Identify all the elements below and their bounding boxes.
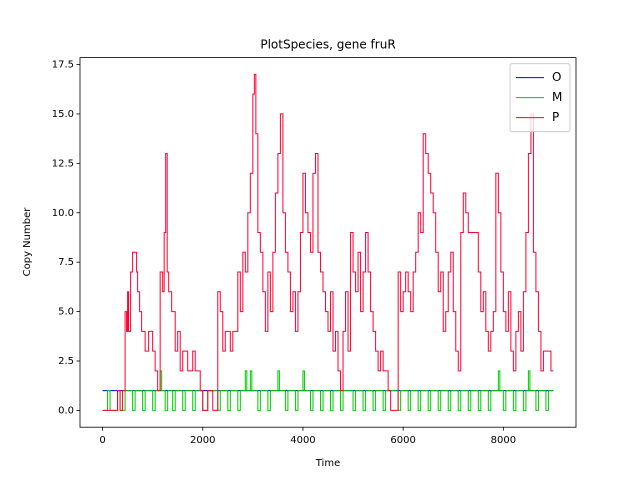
- y-tick-label: 15.0: [52, 109, 74, 120]
- x-tick-label: 0: [99, 435, 105, 446]
- x-tick-label: 2000: [190, 435, 215, 446]
- x-tick-label: 6000: [390, 435, 415, 446]
- chart-title: PlotSpecies, gene fruR: [260, 38, 395, 52]
- y-tick-label: 5.0: [58, 307, 74, 318]
- x-axis-label: Time: [315, 458, 340, 469]
- series-line: [102, 370, 554, 411]
- y-tick-label: 7.5: [58, 257, 74, 268]
- y-tick-label: 10.0: [52, 208, 74, 219]
- y-tick-label: 17.5: [52, 60, 74, 71]
- series-line: [102, 73, 554, 411]
- y-tick-label: 0.0: [58, 405, 74, 416]
- x-tick-label: 4000: [290, 435, 315, 446]
- y-axis-label: Copy Number: [22, 207, 33, 277]
- legend-label: M: [552, 90, 562, 104]
- plot-frame: [79, 57, 577, 428]
- x-tick-label: 8000: [491, 435, 516, 446]
- legend-label: O: [552, 70, 561, 84]
- y-tick-label: 2.5: [58, 356, 74, 367]
- legend: OMP: [509, 63, 571, 133]
- y-tick-label: 12.5: [52, 158, 74, 169]
- legend-label: P: [552, 110, 559, 124]
